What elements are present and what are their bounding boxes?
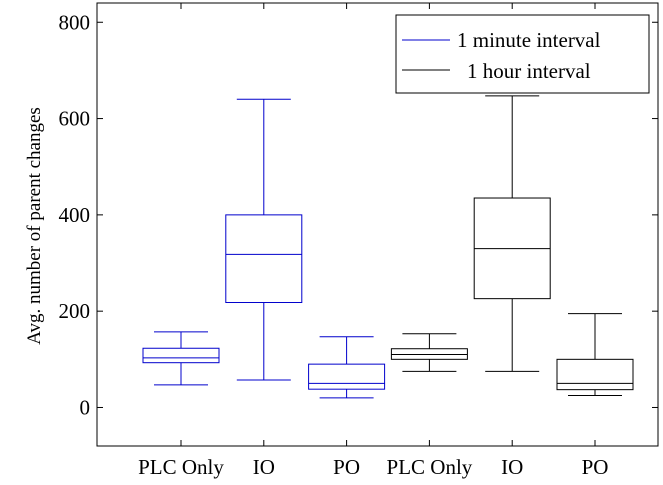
axis-labels: 0 200 400 600 800 PLC Only IO PO PLC Only IO PO <box>59 10 609 479</box>
axis-ticks <box>97 3 658 446</box>
box-iqr <box>308 363 386 390</box>
box-0-0 <box>142 331 220 386</box>
x-tick-label-3: PLC Only <box>387 455 473 479</box>
y-tick-label-200: 200 <box>59 299 91 323</box>
y-axis-label: Avg. number of parent changes <box>24 107 45 345</box>
box-iqr <box>225 214 303 304</box>
x-tick-label-4: IO <box>501 455 523 479</box>
box-plot-series <box>142 95 634 399</box>
plot-frame <box>96 2 659 447</box>
legend-label-1-minute: 1 minute interval <box>457 28 601 52</box>
legend-label-1-hour: 1 hour interval <box>467 59 591 83</box>
x-tick-label-1: IO <box>253 455 275 479</box>
y-tick-label-800: 800 <box>59 10 91 34</box>
box-1-4 <box>473 95 551 372</box>
legend: 1 minute interval 1 hour interval <box>395 14 650 94</box>
x-tick-label-2: PO <box>333 455 360 479</box>
box-iqr <box>556 358 634 391</box>
box-1-3 <box>390 333 468 372</box>
y-tick-label-0: 0 <box>80 395 91 419</box>
x-tick-label-0: PLC Only <box>138 455 224 479</box>
legend-box <box>395 14 650 94</box>
y-tick-label-600: 600 <box>59 107 91 131</box>
box-0-1 <box>225 98 303 381</box>
box-iqr <box>142 347 220 364</box>
box-0-2 <box>308 336 386 399</box>
box-1-5 <box>556 313 634 396</box>
y-tick-label-400: 400 <box>59 203 91 227</box>
x-tick-label-5: PO <box>582 455 609 479</box>
